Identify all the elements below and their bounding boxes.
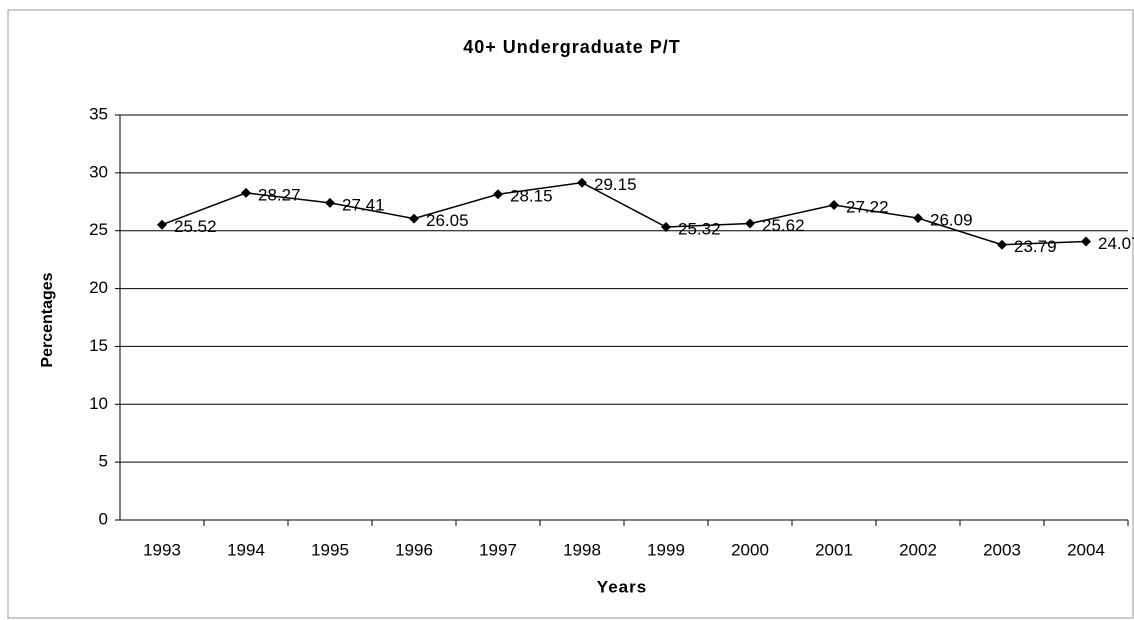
point-marker: [661, 222, 671, 233]
x-tick-label: 1998: [563, 540, 601, 559]
data-label: 24.07: [1098, 234, 1134, 253]
point-marker: [829, 200, 839, 211]
data-label: 23.79: [1014, 237, 1057, 256]
point-marker: [241, 187, 251, 198]
x-tick-label: 2003: [983, 540, 1021, 559]
point-marker: [1081, 236, 1091, 247]
y-tick-label: 35: [89, 104, 108, 123]
data-label: 28.27: [258, 185, 301, 204]
y-tick-label: 15: [89, 336, 108, 355]
point-marker: [157, 219, 167, 230]
y-tick-label: 0: [99, 509, 108, 528]
data-label: 25.62: [762, 216, 805, 235]
x-tick-label: 2001: [815, 540, 853, 559]
y-tick-label: 5: [99, 452, 108, 471]
point-marker: [997, 239, 1007, 250]
x-tick-label: 1999: [647, 540, 685, 559]
x-tick-label: 1996: [395, 540, 433, 559]
x-tick-label: 2000: [731, 540, 769, 559]
chart-title: 40+ Undergraduate P/T: [463, 37, 681, 57]
point-marker: [409, 213, 419, 224]
x-tick-label: 2002: [899, 540, 937, 559]
data-label: 27.41: [342, 195, 385, 214]
y-axis-label: Percentages: [39, 272, 56, 367]
y-tick-label: 20: [89, 278, 108, 297]
x-tick-label: 1995: [311, 540, 349, 559]
data-label: 29.15: [594, 175, 637, 194]
x-tick-label: 2004: [1067, 540, 1105, 559]
x-tick-label: 1997: [479, 540, 517, 559]
data-label: 28.15: [510, 187, 553, 206]
series-line: [161, 181, 1087, 246]
data-label: 25.32: [678, 219, 721, 238]
y-tick-label: 25: [89, 220, 108, 239]
data-label: 25.52: [174, 217, 217, 236]
chart-border: [7, 9, 1134, 619]
x-tick-label: 1993: [143, 540, 181, 559]
point-marker: [745, 218, 755, 229]
data-label: 27.22: [846, 198, 889, 217]
point-marker: [913, 213, 923, 224]
data-label: 26.05: [426, 211, 469, 230]
y-tick-label: 10: [89, 394, 108, 413]
data-label: 26.09: [930, 211, 973, 230]
point-marker: [325, 197, 335, 208]
x-axis-label: Years: [597, 577, 647, 596]
x-tick-label: 1994: [227, 540, 265, 559]
y-tick-label: 30: [89, 162, 108, 181]
point-marker: [577, 177, 587, 188]
point-marker: [493, 189, 503, 200]
